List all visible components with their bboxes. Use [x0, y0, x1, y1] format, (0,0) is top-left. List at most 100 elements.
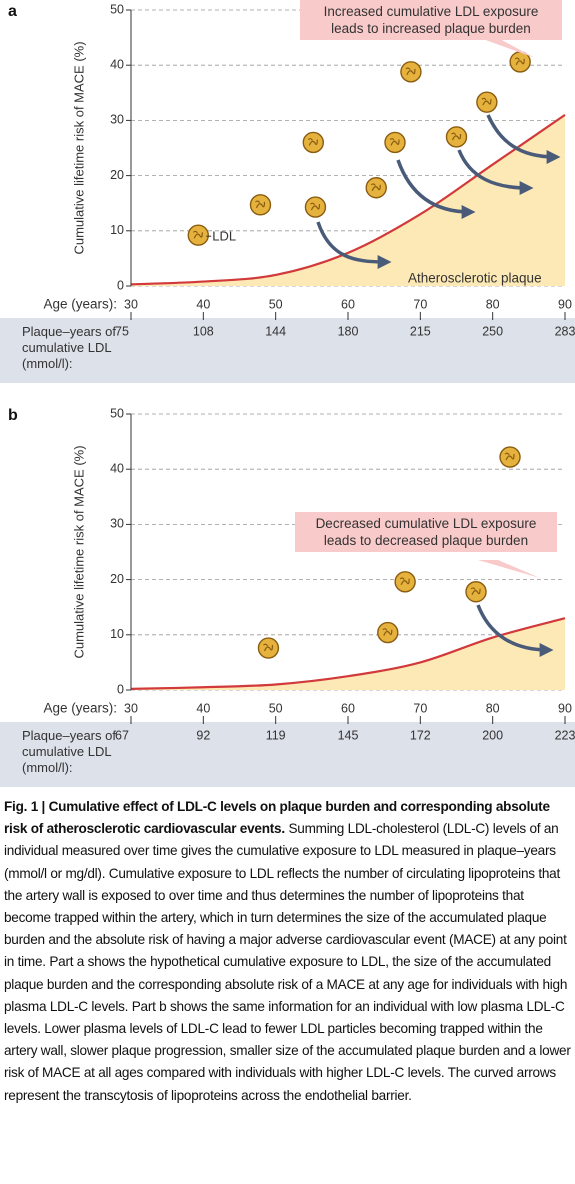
- x-tick-label: 70: [413, 701, 427, 715]
- charts-svg: a 0 10 20 30 40 50 Cumulative lifetime risk of …: [0, 2, 575, 787]
- particle-texture: [389, 138, 400, 146]
- transcytosis-arrow: [486, 114, 561, 164]
- y-tick-label: 30: [110, 517, 124, 531]
- ldl-particle: [302, 131, 324, 154]
- plaque-years-value: 250: [482, 324, 503, 338]
- particle-texture: [192, 230, 203, 239]
- x-tick-label: 60: [341, 297, 355, 311]
- plaque-years-value: 283: [555, 324, 575, 338]
- x-tick-label: 90: [558, 297, 572, 311]
- y-tick-label: 30: [110, 113, 124, 127]
- plaque-row: [0, 318, 575, 383]
- y-tick-label: 40: [110, 461, 124, 475]
- ldl-particle: [365, 177, 387, 199]
- particle-texture: [470, 587, 481, 595]
- plaque-years-value: 145: [338, 728, 359, 742]
- particle-texture: [370, 183, 381, 191]
- transcytosis-arrow: [316, 221, 392, 269]
- transcytosis-arrow: [396, 159, 476, 219]
- area-label: Atherosclerotic plaque: [408, 271, 542, 286]
- transcytosis-arrow: [457, 149, 534, 195]
- particle-texture: [504, 452, 515, 461]
- plaque-years-value: 223: [555, 728, 575, 742]
- y-tick-label: 50: [110, 2, 124, 16]
- ldl-particle: [257, 637, 280, 659]
- ldl-particle: [445, 126, 468, 148]
- particle-texture: [451, 132, 462, 141]
- particle-texture: [255, 200, 266, 209]
- y-tick-label: 0: [117, 278, 124, 292]
- y-tick-label: 50: [110, 406, 124, 420]
- annotation: Increased cumulative LDL exposure leads …: [300, 0, 562, 40]
- x-tick-label: 80: [486, 297, 500, 311]
- x-axis-label: Age (years):: [43, 701, 117, 716]
- y-tick-label: 10: [110, 223, 124, 237]
- figure: a 0 10 20 30 40 50 Cumulative lifetime risk of …: [0, 0, 575, 787]
- caption-text: Summing LDL-cholesterol (LDL-C) levels o…: [4, 821, 571, 1103]
- caption-label: Fig. 1 | Cumulative effect of LDL-C leve…: [4, 799, 550, 837]
- plaque-years-value: 75: [115, 324, 129, 338]
- y-tick-label: 0: [117, 682, 124, 696]
- risk-curve: [130, 113, 566, 286]
- x-tick-label: 40: [196, 701, 210, 715]
- plaque-years-label: Plaque–years of cumulative LDL (mmol/l):: [22, 728, 116, 775]
- ldl-particle: [304, 196, 327, 218]
- y-axis-label: Cumulative lifetime risk of MACE (%): [71, 445, 86, 658]
- particle-texture: [399, 577, 410, 586]
- annotation-pointer: [478, 560, 540, 578]
- panel-label: a: [8, 3, 17, 20]
- particle-texture: [481, 97, 492, 106]
- plaque-years-value: 108: [193, 324, 214, 338]
- x-tick-label: 50: [269, 701, 283, 715]
- plaque-years-value: 92: [196, 728, 210, 742]
- plaque-years-value: 172: [410, 728, 431, 742]
- x-tick-label: 60: [341, 701, 355, 715]
- x-tick-label: 40: [196, 297, 210, 311]
- plaque-years-value: 180: [338, 324, 359, 338]
- annotation: Decreased cumulative LDL exposure leads …: [295, 512, 557, 552]
- x-tick-label: 30: [124, 701, 138, 715]
- plaque-years-value: 144: [265, 324, 286, 338]
- plaque-years-value: 215: [410, 324, 431, 338]
- plaque-years-value: 67: [115, 728, 129, 742]
- particle-texture: [405, 67, 416, 76]
- x-tick-label: 90: [558, 701, 572, 715]
- ldl-particle: [499, 446, 521, 468]
- plaque-years-value: 119: [266, 728, 286, 742]
- ldl-particle: [384, 131, 406, 154]
- y-axis-label: Cumulative lifetime risk of MACE (%): [71, 41, 86, 254]
- x-tick-label: 30: [124, 297, 138, 311]
- x-axis-label: Age (years):: [43, 297, 117, 312]
- ldl-particle: [249, 194, 272, 216]
- risk-curve: [130, 617, 566, 690]
- plaque-years-value: 200: [482, 728, 503, 742]
- annotation-pointer: [480, 38, 535, 58]
- panel-label: b: [8, 407, 18, 424]
- plaque-area: [131, 114, 565, 286]
- plaque-years-label: Plaque–years of cumulative LDL (mmol/l):: [22, 324, 116, 371]
- ldl-particle: [394, 571, 416, 593]
- ldl-particle: [377, 621, 399, 644]
- ldl-label: LDL: [212, 229, 236, 244]
- plaque-row: [0, 722, 575, 787]
- x-tick-label: 50: [269, 297, 283, 311]
- y-tick-label: 40: [110, 57, 124, 71]
- x-tick-label: 70: [413, 297, 427, 311]
- particle-texture: [263, 643, 274, 652]
- x-tick-label: 80: [486, 701, 500, 715]
- particle-texture: [310, 202, 321, 211]
- particle-texture: [382, 628, 393, 636]
- y-tick-label: 20: [110, 168, 124, 182]
- particle-texture: [307, 138, 318, 146]
- ldl-particle: [187, 224, 209, 246]
- ldl-particle: [465, 581, 487, 603]
- plaque-area: [131, 618, 565, 690]
- ldl-particle: [476, 91, 498, 113]
- transcytosis-arrow: [476, 604, 554, 657]
- particle-texture: [514, 57, 525, 66]
- caption: Fig. 1 | Cumulative effect of LDL-C leve…: [4, 796, 572, 1107]
- y-tick-label: 10: [110, 627, 124, 641]
- ldl-particle: [400, 61, 422, 83]
- y-tick-label: 20: [110, 572, 124, 586]
